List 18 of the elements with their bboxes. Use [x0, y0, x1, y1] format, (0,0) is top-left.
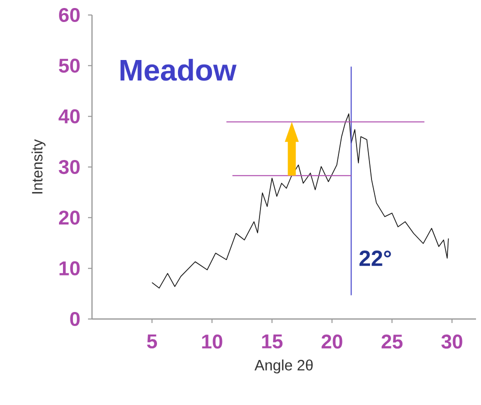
- x-tick-label: 15: [262, 334, 283, 348]
- x-tick-label: 25: [382, 334, 403, 349]
- x-tick-label: 10: [202, 334, 222, 349]
- y-tick-label: 10: [60, 261, 80, 276]
- annotation: 22°: [359, 250, 391, 266]
- y-tick-label: 0: [70, 312, 80, 326]
- x-tick-label: 20: [322, 334, 342, 349]
- y-tick-label: 50: [58, 58, 80, 73]
- y-tick-label: 20: [59, 210, 80, 225]
- x-tick-label: 30: [441, 334, 462, 349]
- text: Meadow: [120, 58, 237, 81]
- x-axis-title: Angle 2θ: [254, 360, 313, 374]
- y-axis-title: Intensity: [32, 139, 46, 194]
- y-tick-label: 30: [58, 160, 80, 174]
- x-tick-label: 5: [147, 334, 157, 348]
- line-series: [152, 113, 449, 288]
- y-tick-label: 40: [58, 109, 80, 124]
- y-tick-label: 60: [59, 8, 80, 22]
